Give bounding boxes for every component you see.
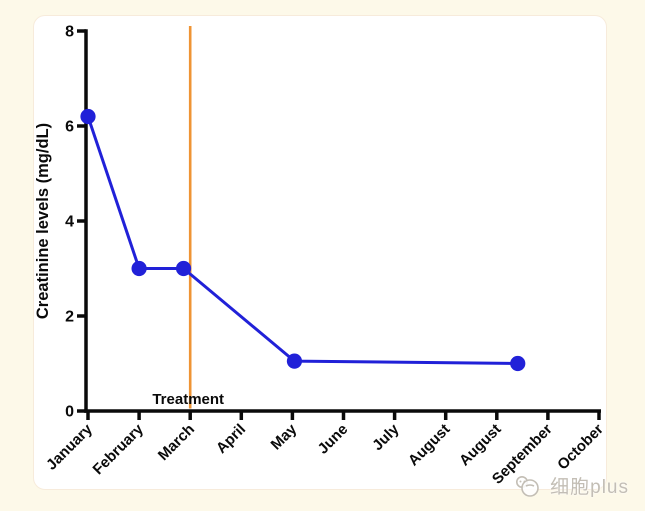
x-tick-label: August (405, 421, 454, 470)
x-tick-label: June (315, 421, 352, 458)
x-tick-label: February (90, 420, 148, 478)
y-tick-label: 6 (65, 119, 74, 136)
data-point (131, 260, 147, 277)
treatment-label: Treatment (152, 391, 224, 408)
data-point (286, 353, 303, 369)
chart-card: 0 2 4 6 8 January February March April May June Jul… (33, 15, 607, 490)
x-tick-label: April (213, 421, 249, 457)
y-tick-label: 0 (65, 404, 74, 421)
x-tick-label: January (43, 420, 96, 473)
x-tick-label: July (369, 420, 403, 454)
x-tick-label: May (268, 420, 301, 453)
y-tick-label: 4 (65, 214, 74, 231)
x-tick-label: August (456, 421, 505, 470)
data-point (80, 108, 96, 125)
series-line (86, 116, 518, 365)
x-tick-label: October (554, 421, 606, 474)
y-tick-label: 2 (65, 309, 74, 326)
y-tick-label: 8 (65, 24, 74, 41)
x-tick-label: March (155, 421, 198, 464)
data-point (510, 355, 526, 372)
data-point (175, 260, 192, 277)
y-axis-title: Creatinine levels (mg/dL) (34, 123, 52, 319)
